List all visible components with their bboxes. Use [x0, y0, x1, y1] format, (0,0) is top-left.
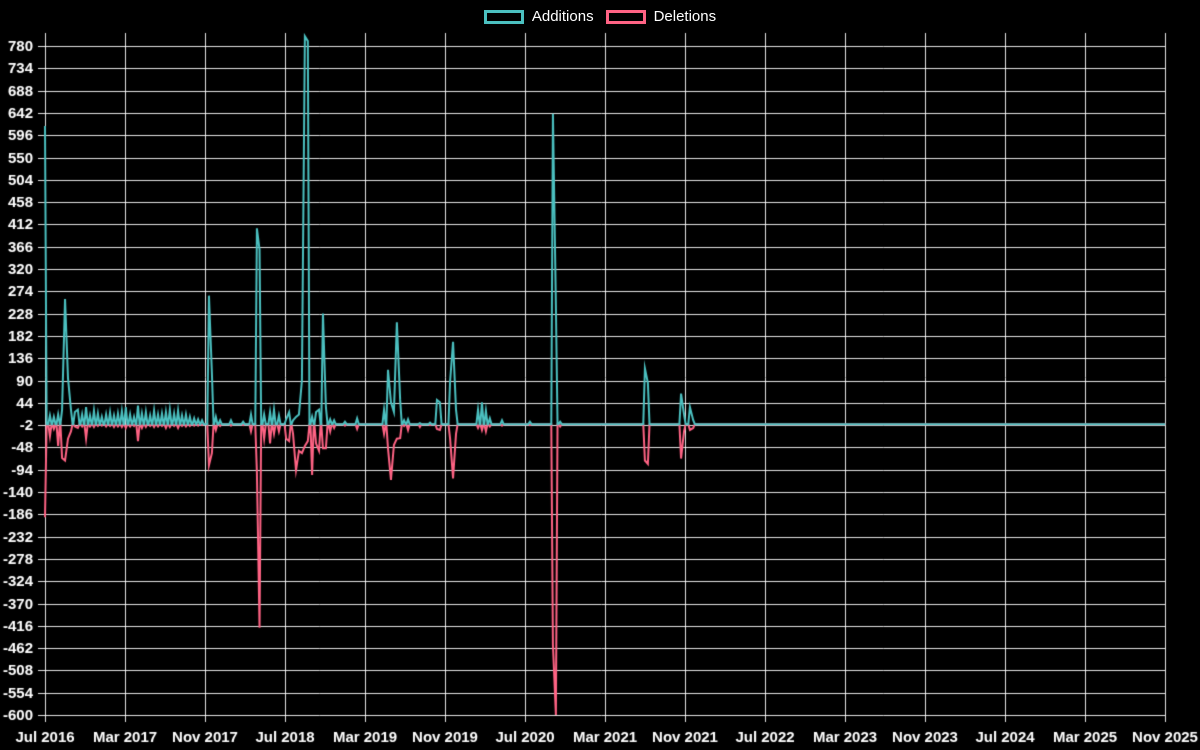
additions-swatch-icon — [483, 10, 524, 24]
chart-legend: Additions Deletions — [0, 8, 1200, 26]
legend-label-additions: Additions — [531, 8, 594, 25]
legend-item-additions[interactable]: Additions — [483, 8, 594, 26]
deletions-swatch-icon — [605, 10, 646, 24]
legend-label-deletions: Deletions — [653, 8, 717, 25]
legend-item-deletions[interactable]: Deletions — [605, 8, 717, 26]
